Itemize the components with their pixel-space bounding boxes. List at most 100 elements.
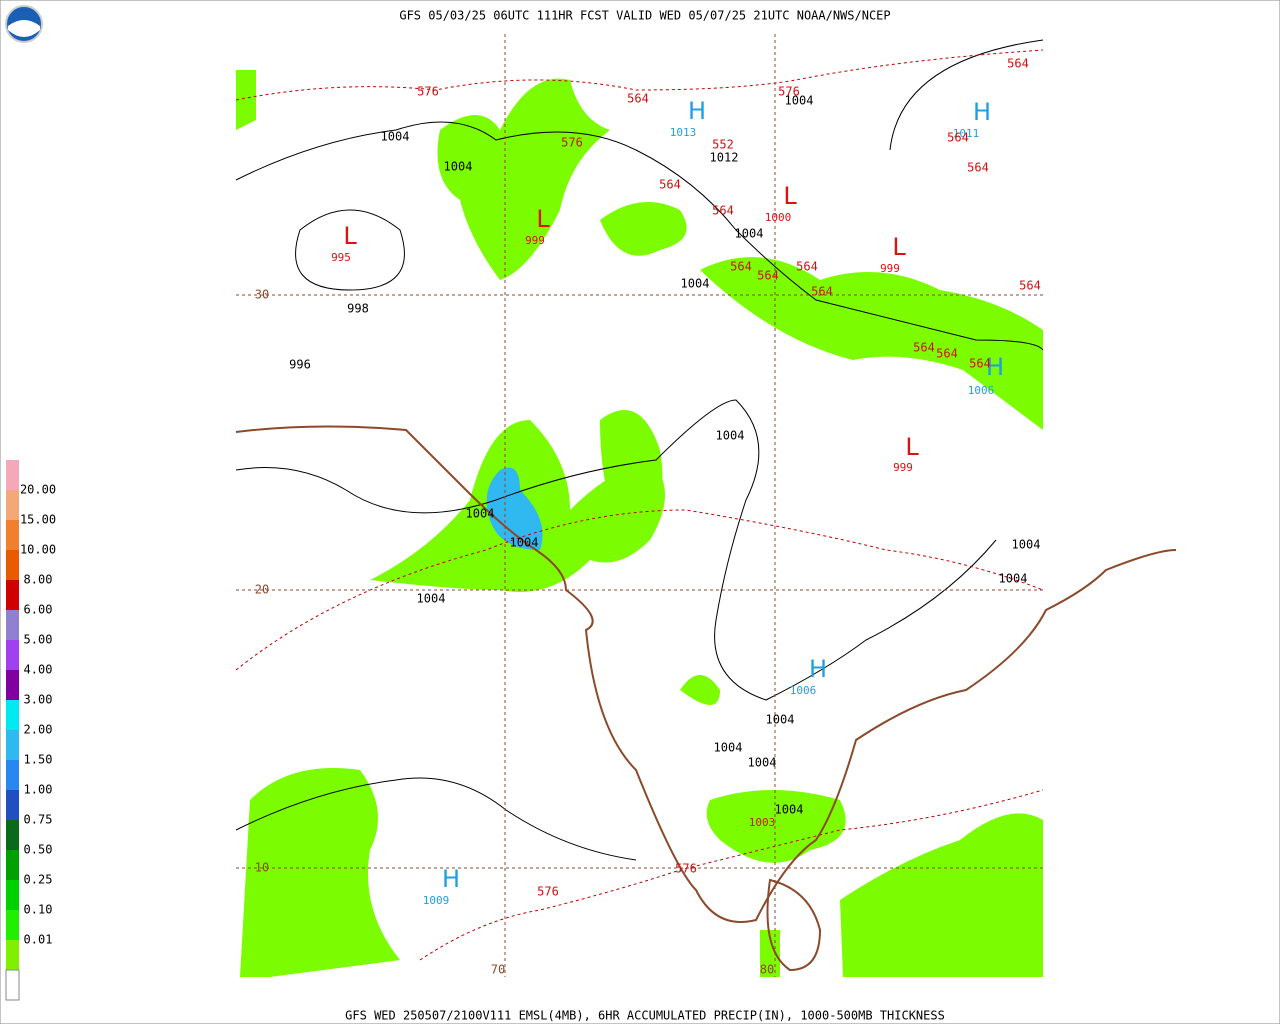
latitude-label: 10 (255, 861, 269, 875)
legend-label: 4.00 (24, 663, 53, 677)
isobar-label: 1004 (748, 756, 777, 770)
thickness-label: 564 (659, 178, 681, 192)
pressure-center-symbol: H (688, 97, 706, 125)
pressure-center-symbol: H (809, 655, 827, 683)
pressure-center-symbol: L (536, 205, 550, 233)
pressure-center-symbol: H (442, 865, 460, 893)
pressure-center-symbol: L (783, 182, 797, 210)
pressure-center-value: 1011 (953, 127, 980, 140)
coastline (235, 425, 1177, 923)
legend-label: 1.50 (24, 753, 53, 767)
legend-swatch (6, 850, 19, 880)
longitude-label: 80 (760, 963, 774, 977)
pressure-center-value: 999 (880, 262, 900, 275)
pressure-center-value: 1013 (670, 126, 697, 139)
thickness-label: 564 (757, 269, 779, 283)
pressure-center-symbol: L (905, 433, 919, 461)
legend-label: 6.00 (24, 603, 53, 617)
pressure-center-value: 1009 (423, 894, 450, 907)
isobar-label: 996 (289, 358, 311, 372)
legend-label: 0.25 (24, 873, 53, 887)
isobar-label: 1004 (681, 277, 710, 291)
isobar-label: 1004 (999, 572, 1028, 586)
isobar-label: 1004 (1012, 538, 1041, 552)
thickness-label: 552 (712, 138, 734, 152)
legend-label: 3.00 (24, 693, 53, 707)
legend-swatch (6, 910, 19, 940)
pressure-center-value: 995 (331, 251, 351, 264)
isobar-label: 1004 (417, 592, 446, 606)
thickness-label: 576 (778, 85, 800, 99)
legend-swatch (6, 760, 19, 790)
thickness-label: 564 (947, 131, 969, 145)
latitude-label: 30 (255, 288, 269, 302)
isobar-label: 1004 (444, 160, 473, 174)
thickness-label: 564 (913, 341, 935, 355)
legend-label: 10.00 (20, 543, 56, 557)
graticule (236, 34, 1043, 977)
isobar-label: 1004 (381, 130, 410, 144)
thickness-label: 564 (936, 347, 958, 361)
legend-swatch (6, 730, 19, 760)
pressure-center-value: 1006 (968, 384, 995, 397)
noaa-logo (5, 5, 43, 43)
legend-swatch (6, 880, 19, 910)
thickness-label: 564 (969, 357, 991, 371)
legend-label: 5.00 (24, 633, 53, 647)
pressure-center-value: 1006 (790, 684, 817, 697)
legend-swatch (6, 610, 19, 640)
isobar-label: 1004 (775, 803, 804, 817)
isobar-label: 1004 (785, 94, 814, 108)
thickness-label: 576 (417, 85, 439, 99)
legend-label: 0.10 (24, 903, 53, 917)
pressure-center-value: 999 (525, 234, 545, 247)
legend-swatch (6, 550, 19, 580)
longitude-label: 70 (491, 963, 505, 977)
latitude-label: 20 (255, 583, 269, 597)
pressure-center-value: 1003 (749, 816, 776, 829)
thickness-label: 576 (675, 862, 697, 876)
map-area (235, 34, 1177, 977)
legend-label: 0.01 (24, 933, 53, 947)
legend-swatch (6, 790, 19, 820)
legend-swatch (6, 520, 19, 550)
header-title: GFS 05/03/25 06UTC 111HR FCST VALID WED … (399, 9, 890, 23)
thickness-label: 564 (730, 260, 752, 274)
thickness-label: 564 (967, 161, 989, 175)
legend-label: 0.75 (24, 813, 53, 827)
footer-title: GFS WED 250507/2100V111 EMSL(4MB), 6HR A… (345, 1009, 945, 1023)
legend-swatch (6, 820, 19, 850)
legend-label: 15.00 (20, 513, 56, 527)
thickness-label: 564 (811, 285, 833, 299)
isobar-label: 1004 (716, 429, 745, 443)
sri-lanka-coast (766, 878, 822, 972)
legend-swatch (6, 580, 19, 610)
legend-swatch (6, 490, 19, 520)
legend-swatch (6, 670, 19, 700)
pressure-center-symbol: H (986, 353, 1004, 381)
legend-swatch (5, 969, 20, 1001)
legend-label: 0.50 (24, 843, 53, 857)
legend-swatch (6, 700, 19, 730)
pressure-center-symbol: L (343, 222, 357, 250)
thickness-label: 564 (796, 260, 818, 274)
legend-label: 1.00 (24, 783, 53, 797)
isobar-label: 1012 (710, 151, 739, 165)
thickness-label: 564 (1007, 57, 1029, 71)
isobar-label: 1004 (714, 741, 743, 755)
legend-label: 8.00 (24, 573, 53, 587)
legend-label: 2.00 (24, 723, 53, 737)
isobar-label: 1004 (735, 227, 764, 241)
precip-areas (236, 70, 1043, 977)
thickness-label: 576 (561, 136, 583, 150)
thickness-label: 564 (627, 92, 649, 106)
isobar-label: 1004 (510, 536, 539, 550)
heavy-precip (486, 467, 543, 550)
thickness-label: 564 (712, 204, 734, 218)
pressure-center-value: 1000 (765, 211, 792, 224)
thickness-label: 564 (1019, 279, 1041, 293)
isobar-label: 1004 (766, 713, 795, 727)
legend-swatch (6, 940, 19, 970)
isobar-label: 1004 (466, 507, 495, 521)
